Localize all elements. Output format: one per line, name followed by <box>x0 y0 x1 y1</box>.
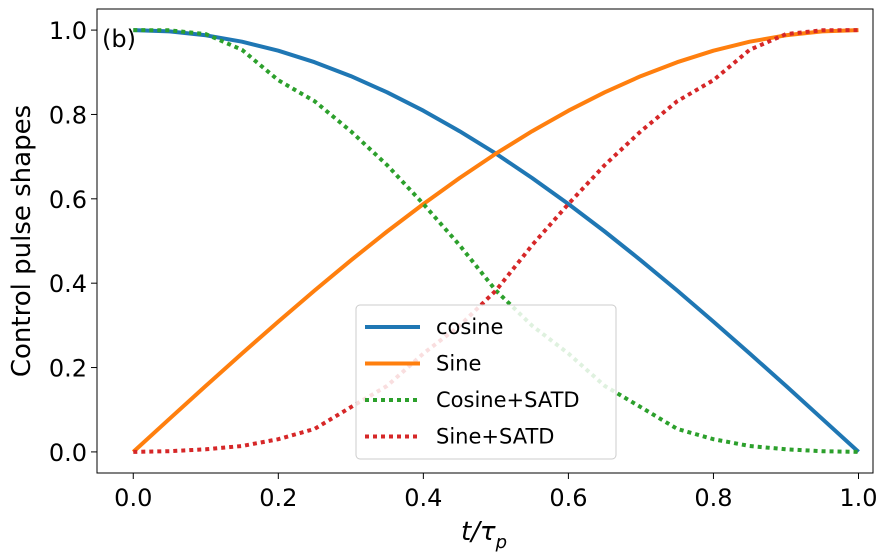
legend-label: Cosine+SATD <box>436 388 580 412</box>
legend: cosine Sine Cosine+SATD Sine+SATD <box>355 304 617 460</box>
x-tick-label: 0.4 <box>404 484 442 512</box>
x-tick-label: 0.0 <box>114 484 152 512</box>
plot-lines <box>131 28 860 454</box>
x-axis-label-main: t/τ <box>461 517 496 547</box>
legend-label: Sine <box>436 352 481 376</box>
series-line-sine <box>131 28 859 454</box>
y-tick-label: 0.4 <box>49 270 87 298</box>
x-axis-label: t/τp <box>461 517 507 553</box>
x-tick-label: 0.8 <box>694 484 732 512</box>
y-axis-ticks: 0.0 0.2 0.4 0.6 0.8 1.0 <box>49 17 97 467</box>
legend-label: Sine+SATD <box>436 425 554 449</box>
plot-frame <box>96 8 874 474</box>
y-tick-label: 0.2 <box>49 355 87 383</box>
y-tick-label: 0.6 <box>49 186 87 214</box>
x-tick-label: 0.2 <box>259 484 297 512</box>
series-line-cosine-satd <box>133 28 859 454</box>
panel-label: (b) <box>102 25 136 53</box>
y-axis-label: Control pulse shapes <box>7 105 37 377</box>
x-axis-ticks: 0.0 0.2 0.4 0.6 0.8 1.0 <box>114 473 878 512</box>
legend-label: cosine <box>436 315 503 339</box>
x-axis-label-subscript: p <box>495 532 507 553</box>
series-line-sine-satd <box>133 28 859 454</box>
x-tick-label: 0.6 <box>549 484 587 512</box>
y-tick-label: 0.8 <box>49 101 87 129</box>
x-tick-label: 1.0 <box>839 484 877 512</box>
y-tick-label: 0.0 <box>49 439 87 467</box>
legend-box <box>355 304 617 460</box>
y-tick-label: 1.0 <box>49 17 87 45</box>
